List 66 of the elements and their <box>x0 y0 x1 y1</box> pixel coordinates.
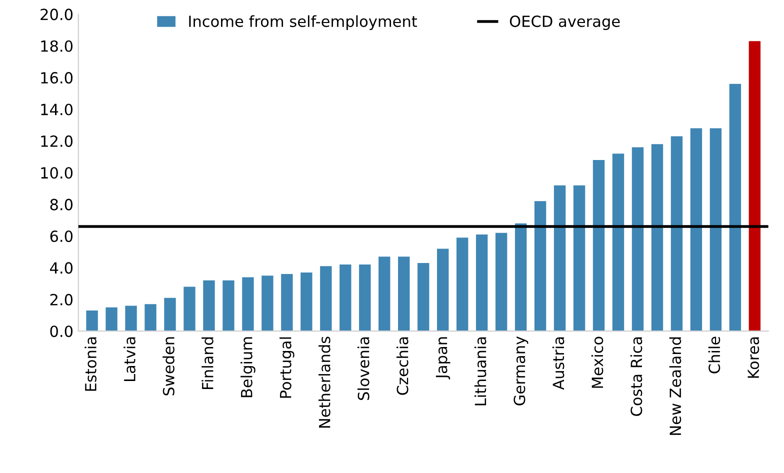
bar <box>748 41 761 332</box>
legend-label: Income from self-employment <box>189 15 418 30</box>
bar <box>476 234 488 332</box>
bar <box>514 223 527 332</box>
bar <box>690 128 702 332</box>
x-tick-label: Portugal <box>280 337 294 398</box>
bar <box>203 280 215 332</box>
bar <box>184 286 196 332</box>
bar <box>300 272 312 332</box>
bar <box>592 160 605 332</box>
x-tick-label: Chile <box>708 336 720 374</box>
bar <box>222 280 234 332</box>
bar <box>281 274 293 332</box>
bar <box>651 144 664 332</box>
x-tick-label: Slovenia <box>358 337 370 400</box>
bar <box>320 266 332 332</box>
x-tick-label: Korea <box>748 337 760 378</box>
bar <box>573 185 586 332</box>
bar <box>554 185 566 332</box>
bar <box>729 84 742 332</box>
bar <box>437 248 449 332</box>
x-tick-label: New Zealand <box>669 337 682 435</box>
x-tick-label: Japan <box>436 337 450 380</box>
bar <box>144 304 156 332</box>
y-tick-label: 20.0 <box>40 8 73 20</box>
x-tick-label: Mexico <box>591 336 604 388</box>
bar <box>398 256 410 332</box>
y-tick-label: 14.0 <box>41 104 73 116</box>
bar <box>495 232 508 332</box>
x-tick-label: Belgium <box>240 337 256 398</box>
x-tick-label: Latvia <box>124 337 136 381</box>
bar <box>418 262 430 332</box>
y-tick-label: 8.0 <box>50 198 73 210</box>
bar <box>86 310 98 332</box>
x-tick-label: Lithuania <box>474 337 486 406</box>
bar <box>106 307 118 332</box>
y-tick-label: 10.0 <box>41 167 73 179</box>
bar <box>612 154 624 332</box>
bar <box>632 147 644 332</box>
bar <box>378 256 390 332</box>
y-tick-label: 2.0 <box>50 294 73 306</box>
x-tick-label: Sweden <box>162 337 174 396</box>
y-tick-label: 16.0 <box>41 72 73 84</box>
x-tick-label: Costa Rica <box>630 337 642 416</box>
bar <box>125 306 137 332</box>
x-tick-label: Germany <box>514 336 528 406</box>
y-tick-label: 4.0 <box>50 262 73 274</box>
x-tick-label: Estonia <box>84 337 96 391</box>
bar <box>710 128 722 332</box>
bar <box>340 264 352 332</box>
bar <box>242 277 254 332</box>
bar <box>164 298 176 332</box>
y-tick-label: 12.0 <box>41 135 73 147</box>
y-tick-label: 18.0 <box>41 40 73 52</box>
bar <box>262 276 274 332</box>
x-tick-label: Netherlands <box>318 336 330 428</box>
y-tick-label: 6.0 <box>50 230 73 242</box>
legend-label: OECD average <box>510 16 620 30</box>
x-tick-label: Czechia <box>396 337 408 395</box>
bar <box>534 201 546 332</box>
x-tick-label: Austria <box>552 337 564 390</box>
bar <box>359 264 371 332</box>
bar <box>670 136 683 332</box>
bar <box>456 238 468 332</box>
y-tick-label: 0.0 <box>50 326 73 338</box>
x-tick-label: Finland <box>202 337 214 390</box>
